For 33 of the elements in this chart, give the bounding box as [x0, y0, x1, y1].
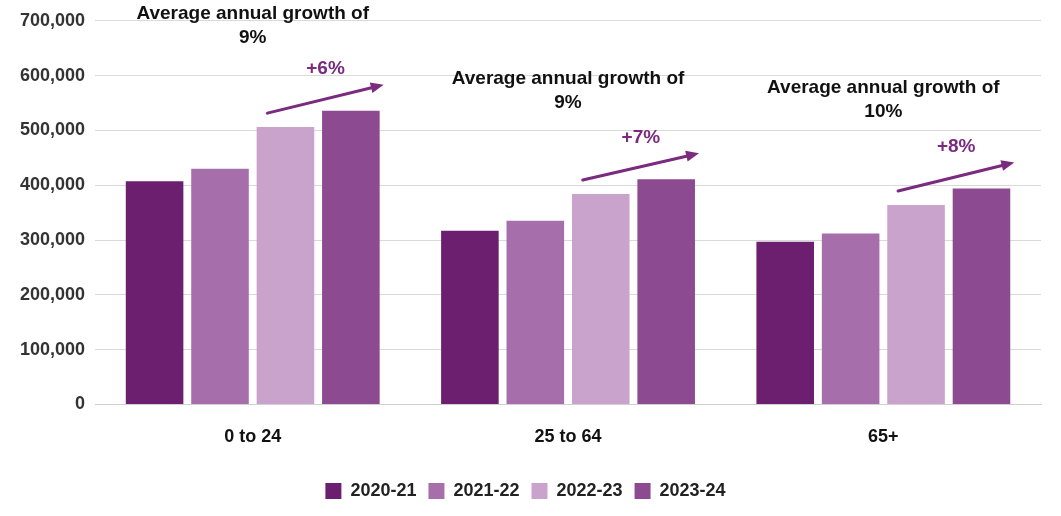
- bar: [571, 193, 630, 404]
- y-tick-label: 700,000: [19, 9, 86, 30]
- bar: [952, 188, 1011, 404]
- annotation: Average annual growth of 10%: [767, 76, 1001, 122]
- bar: [256, 127, 315, 404]
- bar: [441, 230, 499, 404]
- bar: [756, 241, 814, 404]
- y-tick-label: 600,000: [19, 64, 86, 85]
- annotation: +6%: [306, 57, 345, 79]
- legend-label: 2021-22: [453, 479, 520, 500]
- y-tick-label: 100,000: [19, 338, 86, 359]
- annotation: +8%: [936, 135, 976, 157]
- annotation: Average annual growth of 9%: [451, 66, 685, 112]
- x-tick-label: 25 to 64: [534, 426, 602, 447]
- x-tick-label: 0 to 24: [224, 426, 282, 447]
- y-tick-label: 400,000: [19, 174, 86, 195]
- bar: [637, 179, 695, 404]
- y-tick-label: 0: [75, 393, 86, 414]
- bar: [322, 110, 380, 404]
- legend-label: 2020-21: [350, 479, 417, 500]
- bar: [506, 220, 565, 404]
- annotation: Average annual growth of 9%: [136, 1, 370, 47]
- y-tick-label: 300,000: [19, 228, 86, 249]
- legend-label: 2023-24: [659, 479, 726, 500]
- bar: [191, 168, 249, 404]
- bar: [821, 233, 880, 404]
- bar: [125, 181, 184, 404]
- annotation: +7%: [621, 125, 661, 147]
- x-tick-label: 65+: [868, 426, 899, 447]
- y-tick-label: 500,000: [19, 119, 86, 140]
- y-tick-label: 200,000: [19, 283, 86, 304]
- bar: [887, 204, 945, 404]
- legend-label: 2022-23: [556, 479, 623, 500]
